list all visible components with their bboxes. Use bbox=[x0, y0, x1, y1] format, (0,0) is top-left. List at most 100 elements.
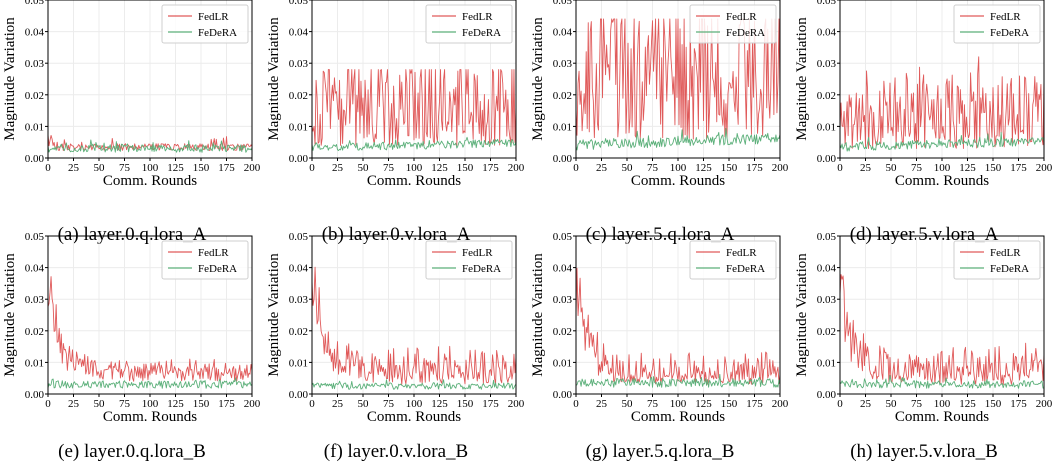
series-line-federa bbox=[575, 127, 781, 151]
x-tick-label: 150 bbox=[457, 398, 474, 410]
legend-box bbox=[161, 240, 249, 280]
x-tick-label: 200 bbox=[1036, 162, 1053, 174]
x-tick-label: 150 bbox=[721, 162, 738, 174]
y-tick-label: 0.01 bbox=[817, 357, 836, 369]
legend: FedLR FeDeRA bbox=[689, 4, 777, 44]
legend-box bbox=[953, 4, 1041, 44]
legend: FedLR FeDeRA bbox=[425, 4, 513, 44]
legend: FedLR FeDeRA bbox=[689, 240, 777, 280]
y-tick-label: 0.03 bbox=[817, 294, 837, 306]
legend-box bbox=[161, 4, 249, 44]
y-tick-label: 0.04 bbox=[817, 263, 837, 275]
y-tick-label: 0.01 bbox=[289, 357, 308, 369]
y-tick-label: 0.02 bbox=[289, 90, 308, 102]
y-tick-label: 0.00 bbox=[25, 153, 45, 165]
y-tick-label: 0.00 bbox=[553, 389, 573, 401]
x-tick-label: 0 bbox=[45, 162, 51, 174]
series-line-fedlr bbox=[575, 267, 781, 385]
chart-panel: 0 25 50 75 100 125 150 175 200 0.00 0.01 0.02 0.03 0.… bbox=[0, 231, 264, 472]
line-chart: 0 25 50 75 100 125 150 175 200 0.00 0.01 0.02 0.03 0.… bbox=[794, 0, 1053, 189]
x-tick-label: 175 bbox=[218, 398, 235, 410]
y-tick-label: 0.03 bbox=[553, 58, 573, 70]
y-axis-label: Magnitude Variation bbox=[266, 253, 282, 377]
x-tick-label: 75 bbox=[119, 162, 131, 174]
y-tick-label: 0.03 bbox=[817, 58, 837, 70]
x-tick-label: 25 bbox=[332, 162, 344, 174]
legend-label: FeDeRA bbox=[990, 263, 1029, 275]
x-tick-label: 125 bbox=[959, 398, 976, 410]
x-tick-label: 100 bbox=[670, 398, 687, 410]
x-tick-label: 25 bbox=[596, 162, 608, 174]
x-tick-label: 150 bbox=[985, 398, 1002, 410]
legend-label: FedLR bbox=[990, 247, 1021, 259]
y-tick-label: 0.01 bbox=[817, 121, 836, 133]
y-axis-label: Magnitude Variation bbox=[2, 253, 18, 377]
x-axis-label: Comm. Rounds bbox=[103, 409, 197, 425]
chart-panel: 0 25 50 75 100 125 150 175 200 0.00 0.01 0.02 0.03 0.… bbox=[792, 231, 1056, 472]
x-tick-label: 25 bbox=[860, 398, 872, 410]
legend-label: FedLR bbox=[198, 247, 229, 259]
x-tick-label: 75 bbox=[647, 162, 659, 174]
y-tick-label: 0.00 bbox=[817, 153, 837, 165]
x-tick-label: 0 bbox=[309, 398, 315, 410]
y-tick-label: 0.03 bbox=[289, 294, 309, 306]
x-tick-label: 75 bbox=[383, 162, 395, 174]
x-tick-label: 100 bbox=[142, 162, 159, 174]
legend: FedLR FeDeRA bbox=[953, 240, 1041, 280]
x-axis-label: Comm. Rounds bbox=[631, 409, 725, 425]
y-tick-label: 0.02 bbox=[25, 90, 44, 102]
legend-label: FedLR bbox=[726, 11, 757, 23]
x-tick-label: 150 bbox=[721, 398, 738, 410]
x-tick-label: 200 bbox=[508, 162, 525, 174]
y-tick-label: 0.00 bbox=[553, 153, 573, 165]
y-tick-label: 0.01 bbox=[289, 121, 308, 133]
x-tick-label: 200 bbox=[772, 162, 789, 174]
chart-panel: 0 25 50 75 100 125 150 175 200 0.00 0.01 0.02 0.03 0.… bbox=[264, 231, 528, 472]
legend: FedLR FeDeRA bbox=[161, 4, 249, 44]
x-tick-label: 0 bbox=[309, 162, 315, 174]
y-tick-label: 0.00 bbox=[817, 389, 837, 401]
x-tick-label: 100 bbox=[142, 398, 159, 410]
legend: FedLR FeDeRA bbox=[425, 240, 513, 280]
x-tick-label: 125 bbox=[431, 398, 448, 410]
y-tick-label: 0.04 bbox=[553, 27, 573, 39]
y-tick-label: 0.04 bbox=[289, 27, 309, 39]
series-line-fedlr bbox=[839, 274, 1045, 386]
panel-caption: (e) layer.0.q.lora_B bbox=[58, 441, 206, 462]
x-tick-label: 150 bbox=[457, 162, 474, 174]
series-line-fedlr bbox=[839, 56, 1045, 149]
x-tick-label: 100 bbox=[934, 162, 951, 174]
y-axis-label: Magnitude Variation bbox=[530, 17, 546, 141]
legend-label: FeDeRA bbox=[462, 27, 501, 39]
y-tick-label: 0.05 bbox=[289, 0, 309, 7]
y-tick-label: 0.01 bbox=[25, 121, 44, 133]
legend-label: FedLR bbox=[990, 11, 1021, 23]
x-tick-label: 75 bbox=[119, 398, 131, 410]
panel-caption: (b) layer.0.v.lora_A bbox=[321, 224, 471, 245]
series-line-fedlr bbox=[575, 18, 781, 140]
x-tick-label: 150 bbox=[193, 162, 210, 174]
series-line-fedlr bbox=[311, 69, 517, 146]
y-tick-label: 0.02 bbox=[553, 326, 572, 338]
y-tick-label: 0.02 bbox=[553, 90, 572, 102]
line-chart: 0 25 50 75 100 125 150 175 200 0.00 0.01 0.02 0.03 0.… bbox=[530, 0, 789, 189]
x-axis-label: Comm. Rounds bbox=[103, 173, 197, 189]
y-tick-label: 0.00 bbox=[289, 153, 309, 165]
legend-label: FedLR bbox=[726, 247, 757, 259]
y-tick-label: 0.03 bbox=[553, 294, 573, 306]
x-axis-label: Comm. Rounds bbox=[631, 173, 725, 189]
x-tick-label: 125 bbox=[695, 398, 712, 410]
series-line-federa bbox=[575, 373, 781, 388]
y-tick-label: 0.03 bbox=[25, 58, 45, 70]
x-axis-label: Comm. Rounds bbox=[367, 409, 461, 425]
chart-panel: 0 25 50 75 100 125 150 175 200 0.00 0.01 0.02 0.03 0.… bbox=[264, 0, 528, 245]
x-axis-label: Comm. Rounds bbox=[895, 173, 989, 189]
x-tick-label: 125 bbox=[431, 162, 448, 174]
x-tick-label: 50 bbox=[622, 398, 634, 410]
x-tick-label: 0 bbox=[573, 162, 579, 174]
x-tick-label: 75 bbox=[647, 398, 659, 410]
y-tick-label: 0.02 bbox=[817, 326, 836, 338]
x-tick-label: 0 bbox=[45, 398, 51, 410]
line-chart: 0 25 50 75 100 125 150 175 200 0.00 0.01 0.02 0.03 0.… bbox=[2, 0, 261, 189]
y-tick-label: 0.05 bbox=[817, 0, 837, 7]
